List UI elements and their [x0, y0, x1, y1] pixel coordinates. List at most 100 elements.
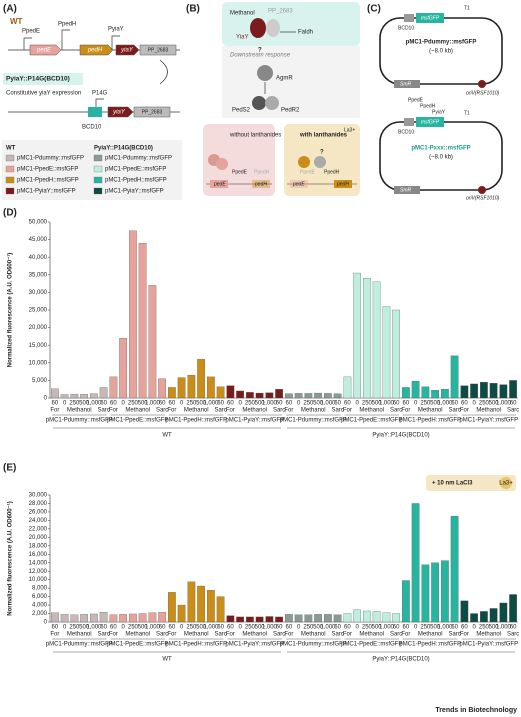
- bar: [499, 602, 508, 623]
- bar: [372, 281, 381, 399]
- x-tick-label: 250: [186, 401, 197, 407]
- x-tick-label: 500: [138, 401, 149, 407]
- legend: WT PyiaY::P14G(BCD10) pMC1-Pdummy::msfGF…: [2, 140, 182, 200]
- bar: [207, 590, 215, 623]
- x-tick-label: 0: [121, 625, 125, 631]
- panel-label: (E): [3, 463, 16, 474]
- condition-label: Sarc: [507, 632, 519, 638]
- y-tick-label: 24,000: [29, 518, 48, 524]
- legend-label: pMC1-PpedH::msfGFP: [17, 178, 79, 184]
- x-tick-label: 60: [344, 401, 351, 407]
- y-tick-label: 20,000: [29, 535, 48, 541]
- y-tick-label: 22,000: [29, 526, 48, 532]
- x-tick-label: 1,000: [145, 401, 161, 407]
- x-tick-label: 60: [52, 625, 59, 631]
- x-tick-label: 0: [180, 401, 184, 407]
- bar: [402, 580, 410, 623]
- protein-label: YiaY: [236, 35, 248, 41]
- x-tick-label: 500: [430, 401, 441, 407]
- bar: [489, 383, 498, 399]
- bar: [489, 608, 498, 623]
- bar: [99, 612, 108, 623]
- plasmid-name: pMC1-Pdummy::msfGFP: [406, 40, 477, 46]
- rbs-label: BCD10: [398, 25, 414, 31]
- y-tick-label: 28,000: [29, 501, 48, 507]
- bar: [450, 516, 459, 623]
- promoter-label: PyiaY: [432, 109, 446, 115]
- condition-label: Methanol: [359, 632, 384, 638]
- bar: [148, 612, 157, 623]
- bar: [246, 392, 254, 399]
- y-axis-label: Normalized fluorescence (A.U. OD600⁻¹): [7, 501, 14, 616]
- x-tick-label: 500: [489, 401, 500, 407]
- bar: [255, 392, 264, 399]
- condition-label: Sarc: [97, 408, 109, 414]
- condition-label: Methanol: [301, 408, 326, 414]
- x-tick-label: 250: [69, 401, 80, 407]
- gene-label: msfGFP: [421, 15, 440, 21]
- bar: [207, 376, 215, 399]
- bar: [80, 393, 88, 399]
- condition-label: Methanol: [242, 632, 267, 638]
- x-tick-label: 60: [110, 625, 117, 631]
- bar: [255, 616, 264, 623]
- bar: [343, 613, 352, 623]
- x-tick-label: 60: [510, 401, 517, 407]
- promoter-label: PpedE: [22, 29, 40, 35]
- condition-label: Methanol: [125, 632, 150, 638]
- x-tick-label: 60: [286, 401, 293, 407]
- condition-label: Sarc: [214, 632, 226, 638]
- x-tick-label: 250: [362, 401, 373, 407]
- condition-label: Sarc: [331, 632, 343, 638]
- x-tick-label: 60: [461, 625, 468, 631]
- x-tick-label: 0: [355, 625, 359, 631]
- gene-label: SmR: [400, 187, 412, 193]
- x-tick-label: 500: [79, 401, 90, 407]
- group-label: pMC1-PyiaY::msfGFP: [225, 642, 284, 648]
- condition-label: For: [460, 632, 469, 638]
- condition-label: Sarc: [390, 632, 402, 638]
- bar: [226, 615, 235, 623]
- x-tick-label: 250: [245, 625, 256, 631]
- x-tick-label: 60: [100, 401, 107, 407]
- x-tick-label: 0: [355, 401, 359, 407]
- bar: [460, 600, 469, 623]
- promoter-label: PpedE: [300, 169, 316, 175]
- x-tick-label: 60: [100, 625, 107, 631]
- condition-label: For: [401, 632, 410, 638]
- bar: [411, 503, 420, 623]
- bar: [304, 614, 313, 623]
- bar: [363, 278, 371, 399]
- bar: [392, 309, 400, 399]
- strain-label: PyiaY::P14G(BCD10): [372, 657, 429, 663]
- condition-label: Methanol: [125, 408, 150, 414]
- bar: [60, 614, 69, 623]
- bar: [314, 392, 322, 399]
- bar: [197, 359, 205, 399]
- condition-label: Sarc: [507, 408, 519, 414]
- construct-label: PyiaY::P14G(BCD10): [6, 76, 70, 83]
- x-tick-label: 60: [461, 401, 468, 407]
- x-tick-label: 1,000: [437, 625, 453, 631]
- bar: [119, 614, 127, 623]
- ion-label: La3+: [344, 127, 355, 133]
- bar: [119, 338, 127, 399]
- y-tick-label: 12,000: [29, 569, 48, 575]
- x-tick-label: 1,000: [262, 401, 278, 407]
- x-tick-label: 60: [227, 625, 234, 631]
- gene-label: pedH: [87, 48, 103, 54]
- x-tick-label: 60: [169, 401, 176, 407]
- legend-swatch: [5, 165, 15, 173]
- bar: [421, 564, 430, 623]
- x-tick-label: 60: [510, 625, 517, 631]
- condition-label: Methanol: [242, 408, 267, 414]
- x-tick-label: 250: [245, 401, 256, 407]
- plasmid-size: (~8.0 kb): [429, 155, 453, 161]
- legend-label: pMC1-Pdummy::msfGFP: [105, 156, 172, 162]
- group-label: pMC1-PpedE::msfGFP: [341, 418, 402, 424]
- promoter-label: PpedH: [324, 169, 340, 175]
- x-tick-label: 0: [238, 401, 242, 407]
- promoter-label: P14G: [92, 91, 108, 97]
- x-tick-label: 60: [169, 625, 176, 631]
- gene-label: pedE: [213, 181, 226, 187]
